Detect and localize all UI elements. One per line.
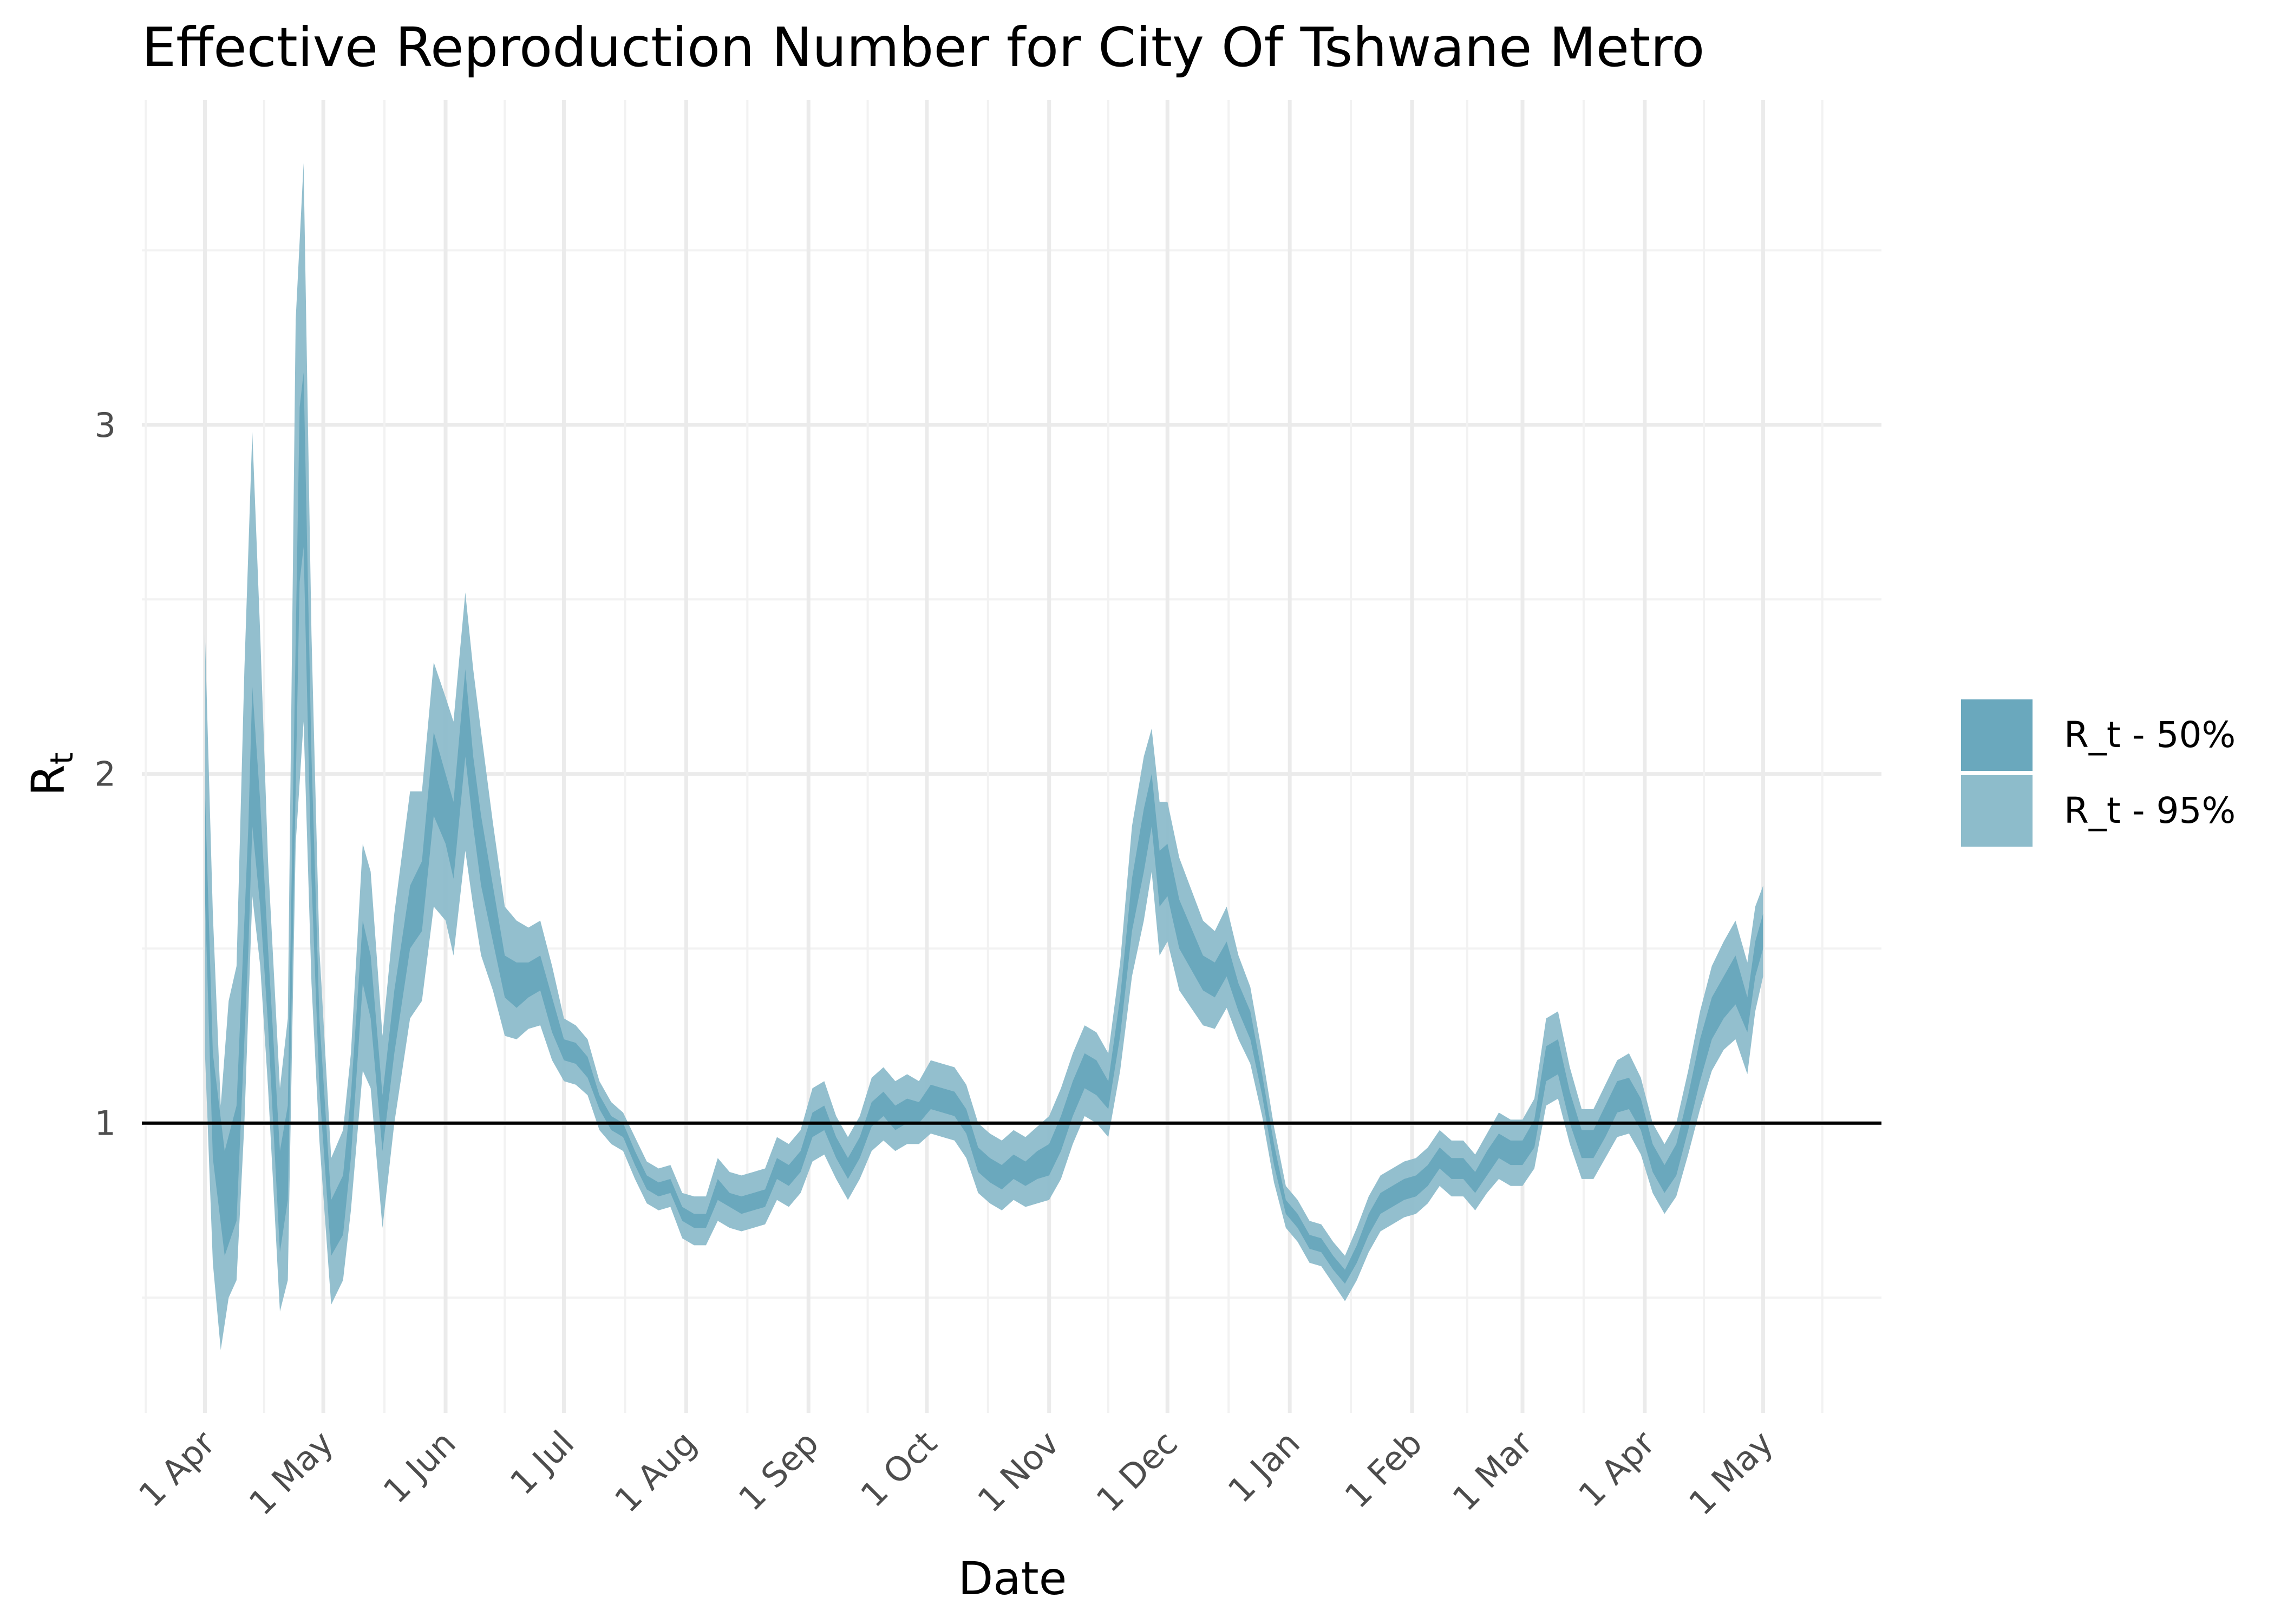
data-bands <box>205 163 1763 1350</box>
legend-label: R_t - 50% <box>2064 714 2236 756</box>
x-tick-label: 1 Apr <box>1571 1423 1663 1515</box>
x-tick-label: 1 Mar <box>1445 1423 1540 1519</box>
y-axis-title: Rt <box>22 752 80 796</box>
y-tick-label: 2 <box>95 755 116 794</box>
legend: R_t - 50% R_t - 95% <box>1961 699 2236 847</box>
x-tick-label: 1 Jun <box>376 1423 463 1511</box>
legend-key-50pct <box>1961 699 2033 771</box>
gridlines <box>142 100 1881 1413</box>
y-tick-label: 3 <box>95 405 116 445</box>
x-tick-label: 1 Nov <box>970 1423 1067 1520</box>
x-tick-label: 1 May <box>241 1423 341 1523</box>
legend-key-95pct <box>1961 775 2033 847</box>
legend-label: R_t - 95% <box>2064 790 2236 831</box>
x-tick-label: 1 Dec <box>1089 1423 1185 1520</box>
y-tick-label: 1 <box>95 1104 116 1143</box>
x-tick-label: 1 May <box>1681 1423 1781 1523</box>
x-tick-label: 1 Aug <box>607 1423 704 1520</box>
x-axis-title: Date <box>958 1552 1067 1605</box>
x-tick-label: 1 Jan <box>1220 1423 1308 1510</box>
y-axis: 1 2 3 <box>95 405 116 1143</box>
x-tick-label: 1 Oct <box>853 1423 944 1515</box>
y-axis-title-sub: t <box>43 752 80 764</box>
x-tick-label: 1 Feb <box>1337 1423 1430 1516</box>
chart-title: Effective Reproduction Number for City O… <box>142 16 1704 79</box>
x-axis: 1 Apr 1 May 1 Jun 1 Jul 1 Aug 1 Sep 1 Oct 1 Nov… <box>131 1423 1781 1523</box>
y-axis-title-main: R <box>22 764 75 796</box>
x-tick-label: 1 Sep <box>731 1423 826 1518</box>
x-tick-label: 1 Jul <box>502 1423 581 1502</box>
x-tick-label: 1 Apr <box>131 1423 223 1515</box>
